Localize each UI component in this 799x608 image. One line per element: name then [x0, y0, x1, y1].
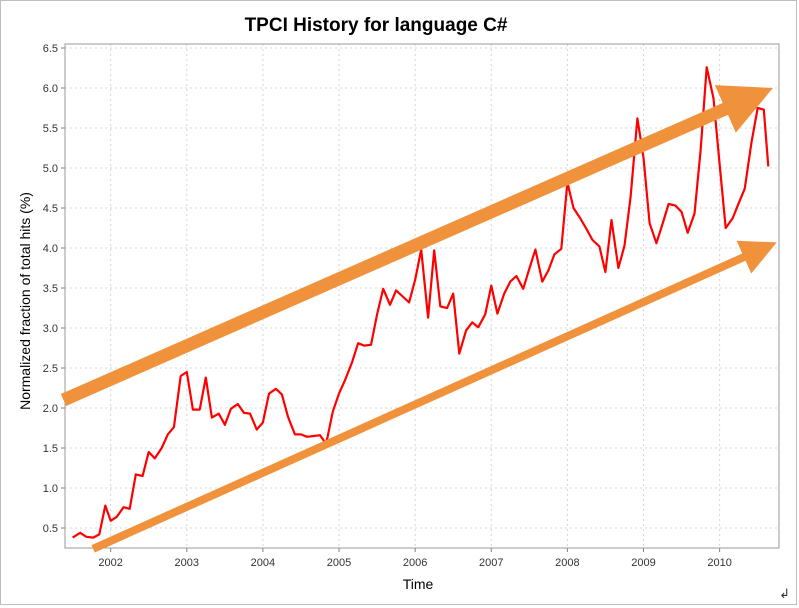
y-tick-label: 5.0 [43, 163, 58, 175]
axes: 0.5 1.0 1.5 2.0 2.5 3.0 3.5 4.0 4.5 5.0 5.5 6.0 6.5 2… [43, 43, 780, 569]
y-tick-label: 6.5 [43, 43, 58, 55]
x-tick-label: 2009 [631, 557, 655, 569]
plot-area [65, 44, 779, 548]
y-tick-label: 3.0 [43, 323, 58, 335]
x-axis-label: Time [403, 576, 434, 592]
y-tick-label: 2.5 [43, 363, 58, 375]
grid-lines [65, 44, 779, 548]
x-tick-label: 2008 [555, 557, 579, 569]
annotation-layer [60, 85, 777, 553]
y-tick-label: 2.0 [43, 403, 58, 415]
upper-trend-arrow [60, 85, 773, 406]
x-tick-label: 2007 [479, 557, 503, 569]
x-tick-label: 2006 [403, 557, 427, 569]
y-tick-label: 1.5 [43, 443, 58, 455]
y-axis-label: Normalized fraction of total hits (%) [17, 192, 33, 410]
y-tick-label: 4.0 [43, 243, 58, 255]
y-tick-label: 3.5 [43, 283, 58, 295]
chart-title: TPCI History for language C# [245, 15, 508, 36]
y-tick-label: 5.5 [43, 123, 58, 135]
x-tick-label: 2003 [175, 557, 199, 569]
x-tick-label: 2005 [327, 557, 351, 569]
lower-trend-arrow [91, 240, 777, 553]
x-tick-label: 2004 [251, 557, 275, 569]
x-tick-label: 2010 [707, 557, 731, 569]
y-tick-label: 4.5 [43, 203, 58, 215]
resize-grip-icon: ↲ [779, 587, 790, 602]
plot-border [64, 43, 780, 549]
x-tick-label: 2002 [98, 557, 122, 569]
y-tick-label: 1.0 [43, 483, 58, 495]
y-tick-label: 6.0 [43, 83, 58, 95]
y-tick-label: 0.5 [43, 523, 58, 535]
